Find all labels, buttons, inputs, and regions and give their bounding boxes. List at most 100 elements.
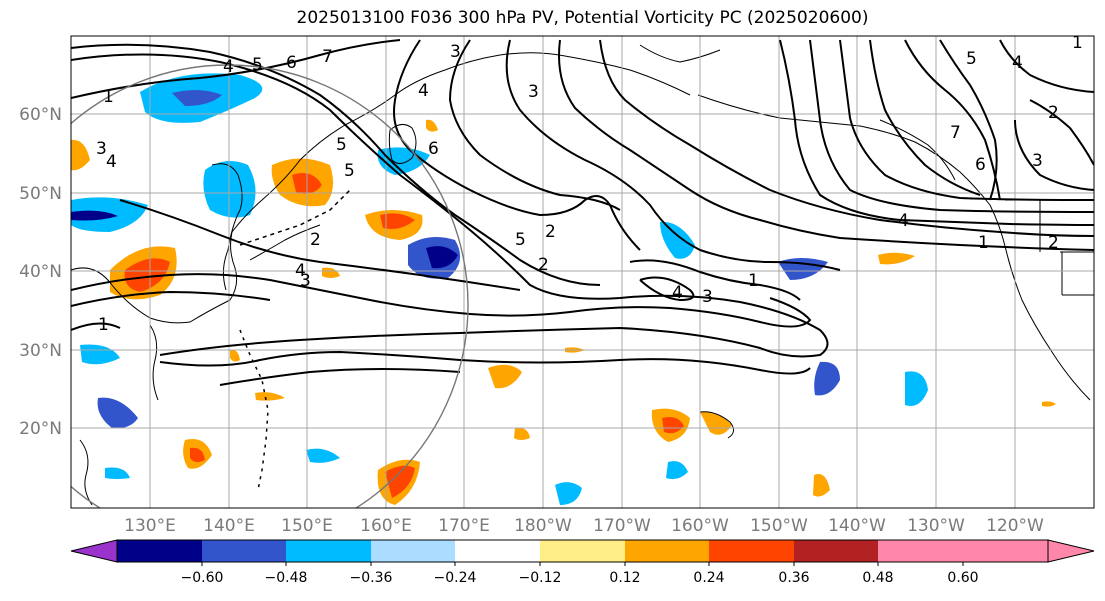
dashed-track [239, 329, 269, 491]
pv-anomaly-strong-positive [190, 447, 205, 463]
colorbar-tick-label: 0.60 [947, 570, 978, 586]
contour-label: 5 [344, 161, 355, 181]
pv-anomaly-negative [905, 371, 928, 406]
colorbar-extend-low [70, 539, 118, 563]
colorbar-tick-label: 0.36 [778, 570, 809, 586]
colorbar-segment [202, 540, 286, 562]
longitude-label: 170°E [438, 516, 490, 536]
contour-label: 1 [98, 315, 109, 335]
contour-label: 3 [300, 271, 311, 291]
contour-label: 5 [336, 135, 347, 155]
contour-label: 7 [950, 123, 961, 143]
longitude-label: 140°W [828, 516, 886, 536]
contour-label: 3 [702, 287, 713, 307]
latitude-labels: 60°N 50°N 40°N 30°N 20°N [19, 105, 62, 439]
colorbar-segment [117, 540, 202, 562]
pv-anomaly-strong-positive [380, 213, 415, 229]
contour-label: 5 [515, 230, 526, 250]
longitude-label: 130°E [124, 516, 176, 536]
longitude-label: 120°W [986, 516, 1044, 536]
colorbar-tick-label: 0.24 [693, 570, 724, 586]
pv-anomaly-positive [230, 349, 240, 362]
colorbar-segment [878, 540, 963, 562]
colorbar-tick-label: −0.24 [434, 570, 477, 586]
contour-labels: 1 4 5 6 7 3 1 3 4 6 2 5 2 3 4 3 4 5 1 3 … [96, 33, 1083, 335]
colorbar-tick-label: −0.48 [265, 570, 308, 586]
pv-anomaly-negative [80, 344, 120, 365]
contour-label: 1 [103, 87, 114, 107]
contour-label: 2 [1048, 103, 1059, 123]
colorbar-tick-label: 0.48 [862, 570, 893, 586]
map-title: 2025013100 F036 300 hPa PV, Potential Vo… [296, 8, 869, 28]
contour-label: 6 [975, 155, 986, 175]
longitude-label: 170°W [593, 516, 651, 536]
contour-label: 3 [528, 82, 539, 102]
contour-label: 7 [322, 47, 333, 67]
pv-anomaly-positive [700, 411, 732, 435]
colorbar-tick-label: −0.12 [519, 570, 562, 586]
pv-anomaly-positive [514, 427, 530, 440]
pv-anomaly-positive [71, 139, 90, 171]
longitude-label: 160°E [360, 516, 412, 536]
latitude-label: 60°N [19, 105, 62, 125]
dashed-track [239, 189, 351, 246]
contour-label: 1 [978, 233, 989, 253]
contour-label: 2 [538, 255, 549, 275]
contour-label: 4 [1012, 53, 1023, 73]
pv-anomaly-strongest-negative [71, 210, 118, 221]
longitude-label: 150°E [281, 516, 333, 536]
latitude-label: 50°N [19, 184, 62, 204]
contour-label: 5 [252, 55, 263, 75]
colorbar-segment [371, 540, 455, 562]
contour-label: 4 [106, 152, 117, 172]
longitude-label: 160°W [671, 516, 729, 536]
contour-label: 4 [223, 57, 234, 77]
contour-label: 4 [418, 81, 429, 101]
pv-anomaly-strong-negative [172, 89, 222, 106]
contour-label: 5 [966, 49, 977, 69]
pv-contours [71, 39, 1094, 386]
colorbar-tick-label: −0.36 [350, 570, 393, 586]
colorbar-outline [116, 539, 1049, 563]
colorbar-segment [963, 540, 1048, 562]
colorbar-segment [625, 540, 709, 562]
pv-anomaly-strongest-negative [426, 246, 458, 269]
colorbar-segment [709, 540, 794, 562]
colorbar-tick-label: −0.60 [181, 570, 224, 586]
contour-label: 2 [545, 222, 556, 242]
latitude-label: 20°N [19, 419, 62, 439]
pv-anomaly-strong-negative [97, 397, 138, 429]
colorbar-segments [117, 540, 1048, 562]
pv-anomaly-strong-negative [814, 361, 840, 396]
contour-label: 1 [748, 271, 759, 291]
pv-anomaly-negative [660, 221, 695, 259]
contour-label: 2 [310, 230, 321, 250]
pv-anomaly-strong-positive [124, 258, 170, 292]
longitude-label: 140°E [203, 516, 255, 536]
colorbar-extend-high [1047, 539, 1095, 563]
contour-label: 3 [1032, 151, 1043, 171]
contour-label: 3 [450, 42, 461, 62]
colorbar-segment [455, 540, 540, 562]
latitude-label: 30°N [19, 341, 62, 361]
pv-anomaly-strong-positive [662, 417, 684, 434]
colorbar-tick-label: 0.12 [609, 570, 640, 586]
pv-anomaly-negative [306, 448, 340, 463]
colorbar-segment [286, 540, 371, 562]
pv-anomaly-positive [813, 474, 830, 497]
map-content [71, 36, 1094, 508]
contour-label: 3 [96, 139, 107, 159]
pv-anomaly-negative [666, 461, 688, 480]
pv-anomaly-positive [322, 267, 340, 278]
colorbar-segment [794, 540, 878, 562]
pv-anomaly-positive [426, 119, 438, 132]
contour-label: 2 [1048, 233, 1059, 253]
contour-label: 1 [1072, 33, 1083, 53]
pv-anomaly-positive [488, 364, 522, 389]
colorbar: −0.60 −0.48 −0.36 −0.24 −0.12 0.12 0.24 0.36 0.4… [70, 539, 1095, 586]
latitude-label: 40°N [19, 262, 62, 282]
longitude-labels: 130°E 140°E 150°E 160°E 170°E 180°W 170°… [124, 516, 1044, 536]
contour-label: 4 [295, 261, 306, 281]
pv-anomaly-positive [878, 252, 915, 265]
pv-anomaly-strong-positive [385, 465, 415, 498]
